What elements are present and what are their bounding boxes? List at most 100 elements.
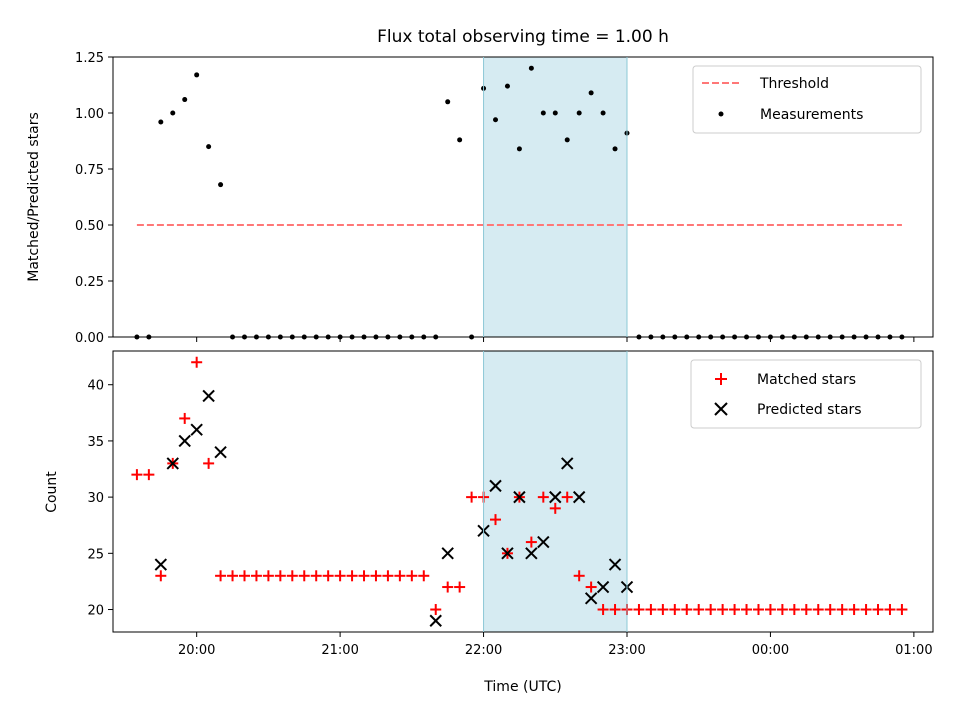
predicted-star-stroke [154,558,168,571]
matched-star-point [370,570,382,582]
matched-star-point [561,491,573,503]
matched-star-point [681,604,693,616]
matched-star-point [334,570,346,582]
predicted-star-stroke [489,479,502,493]
measurement-point [445,99,451,105]
predicted-star-stroke [572,490,586,504]
predicted-star-point [190,423,203,436]
matched-star-point [238,570,250,582]
legend-threshold-label: Threshold [759,76,829,92]
y-tick-label: 20 [87,604,104,619]
measurement-point [194,72,200,78]
predicted-star-stroke [608,558,622,571]
predicted-star-point [214,445,227,459]
measurement-point [576,110,582,116]
predicted-star-point [178,434,191,448]
y-tick-label: 30 [87,491,104,506]
matched-star-point [717,604,729,616]
matched-star-point [358,570,370,582]
y-tick-label: 0.75 [75,163,104,178]
predicted-star-stroke [501,547,514,560]
measurement-point [612,146,618,152]
measurement-point [206,144,212,150]
bottom-legend: Matched stars Predicted stars [690,359,922,429]
matched-star-point [406,570,418,582]
top-observing-window [483,57,627,337]
measurement-point [457,137,463,143]
matched-star-point [298,570,310,582]
chart-title: Flux total observing time = 1.00 h [377,27,669,47]
y-tick-label: 25 [87,547,104,562]
predicted-star-stroke [214,445,227,459]
predicted-star-point [572,490,586,504]
x-tick-label: 22:00 [465,643,502,658]
predicted-star-point [166,457,179,470]
matched-star-point [872,604,884,616]
matched-star-point [250,570,262,582]
measurement-point [600,110,606,116]
predicted-star-stroke [166,457,179,470]
top-panel: 0.00 0.25 0.50 0.75 1.00 1.25 Flux total obse… [26,27,934,346]
matched-star-point [346,570,358,582]
matched-star-point [322,570,334,582]
legend-predicted-label: Predicted stars [757,402,862,418]
x-tick-label: 23:00 [608,643,645,658]
predicted-star-point [537,535,550,549]
predicted-star-point [429,614,442,627]
matched-star-point [896,604,908,616]
matched-star-point [860,604,872,616]
predicted-star-point [202,389,215,403]
matched-star-point [262,570,274,582]
matched-star-point [741,604,753,616]
bottom-axes-frame [112,350,934,633]
predicted-star-stroke [441,547,454,560]
y-tick-label: 0.25 [75,275,104,290]
matched-star-point [466,491,478,503]
matched-star-point [191,356,203,368]
matched-star-point [227,570,239,582]
legend-measurements-swatch [718,111,724,117]
predicted-star-stroke [561,457,574,470]
predicted-star-point [549,490,562,504]
top-axes-frame [112,56,934,338]
bottom-y-axis: 20 25 30 35 40 [87,379,113,619]
matched-star-point [155,570,167,582]
predicted-star-point [584,592,598,605]
x-axis-label: Time (UTC) [483,679,561,695]
matched-star-point [382,570,394,582]
y-tick-label: 1.25 [75,51,104,66]
matched-star-point [549,502,561,514]
x-tick-label: 01:00 [895,643,932,658]
matched-star-point [705,604,717,616]
matched-star-point [203,457,215,469]
matched-star-point [776,604,788,616]
predicted-star-stroke [178,434,191,448]
matched-star-point [454,581,466,593]
matched-star-point [525,536,537,548]
matched-star-point [800,604,812,616]
top-y-axis-label: Matched/Predicted stars [26,112,42,282]
matched-star-point [824,604,836,616]
matched-star-point [286,570,298,582]
matched-star-point [752,604,764,616]
matched-star-point [274,570,286,582]
matched-star-point [131,469,143,481]
measurement-point [218,182,224,188]
predicted-star-point [501,547,514,560]
matched-star-point [597,604,609,616]
measurement-point [158,119,164,125]
predicted-star-point [513,490,526,504]
matched-star-point [394,570,406,582]
legend-measurements-label: Measurements [760,107,863,123]
matched-star-point [585,581,597,593]
y-tick-label: 0.00 [75,331,104,346]
legend-matched-swatch [715,373,727,385]
matched-star-point [645,604,657,616]
matched-star-point [669,604,681,616]
measurement-point [528,65,534,71]
x-tick-label: 00:00 [752,643,789,658]
matched-star-point [836,604,848,616]
predicted-star-point [608,558,622,571]
predicted-star-stroke [429,614,442,627]
predicted-star-stroke [513,490,526,504]
